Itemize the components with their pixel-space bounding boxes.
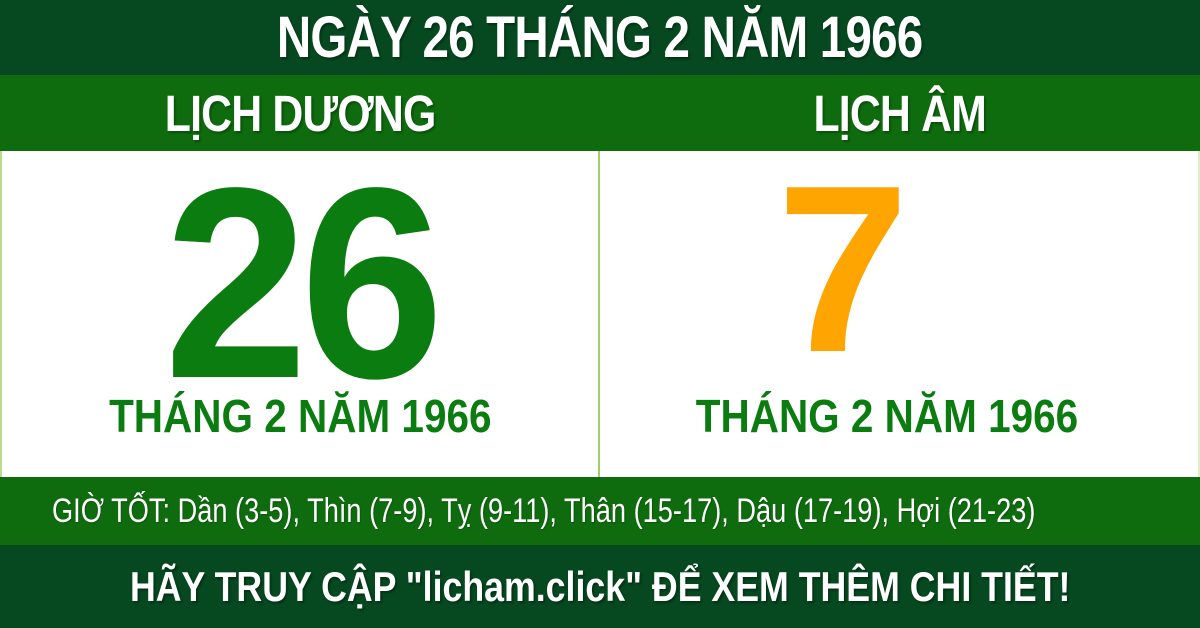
lunar-calendar-label: LỊCH ÂM <box>813 84 987 142</box>
solar-day-value: 26 <box>163 131 444 435</box>
solar-month-year-label: THÁNG 2 NĂM 1966 <box>108 390 492 442</box>
lunar-month-year-label: THÁNG 2 NĂM 1966 <box>695 390 1078 442</box>
lunar-day-value: 7 <box>776 137 910 402</box>
lunar-month-year: THÁNG 2 NĂM 1966 <box>600 389 1198 443</box>
lunar-calendar-header: LỊCH ÂM <box>600 75 1200 151</box>
lunar-day-panel: 7 THÁNG 2 NĂM 1966 <box>600 151 1198 477</box>
good-hours-text: GIỜ TỐT: Dần (3-5), Thìn (7-9), Tỵ (9-11… <box>52 491 1036 530</box>
solar-month-year: THÁNG 2 NĂM 1966 <box>2 389 598 443</box>
footer-cta-text: HÃY TRUY CẬP "licham.click" ĐỂ XEM THÊM … <box>129 562 1071 610</box>
lunar-day-number: 7 <box>600 137 1198 402</box>
good-hours-strip: GIỜ TỐT: Dần (3-5), Thìn (7-9), Tỵ (9-11… <box>0 477 1200 545</box>
page-title: NGÀY 26 THÁNG 2 NĂM 1966 <box>277 5 923 70</box>
date-title-bar: NGÀY 26 THÁNG 2 NĂM 1966 <box>0 0 1200 75</box>
solar-calendar-header: LỊCH DƯƠNG <box>0 75 600 151</box>
solar-calendar-label: LỊCH DƯƠNG <box>164 84 437 142</box>
solar-day-number: 26 <box>2 131 598 435</box>
footer-cta-bar: HÃY TRUY CẬP "licham.click" ĐỂ XEM THÊM … <box>0 545 1200 628</box>
solar-day-panel: 26 THÁNG 2 NĂM 1966 <box>2 131 600 477</box>
day-panels: 26 THÁNG 2 NĂM 1966 7 THÁNG 2 NĂM 1966 <box>0 131 1200 477</box>
calendar-type-row: LỊCH DƯƠNG LỊCH ÂM <box>0 75 1200 151</box>
